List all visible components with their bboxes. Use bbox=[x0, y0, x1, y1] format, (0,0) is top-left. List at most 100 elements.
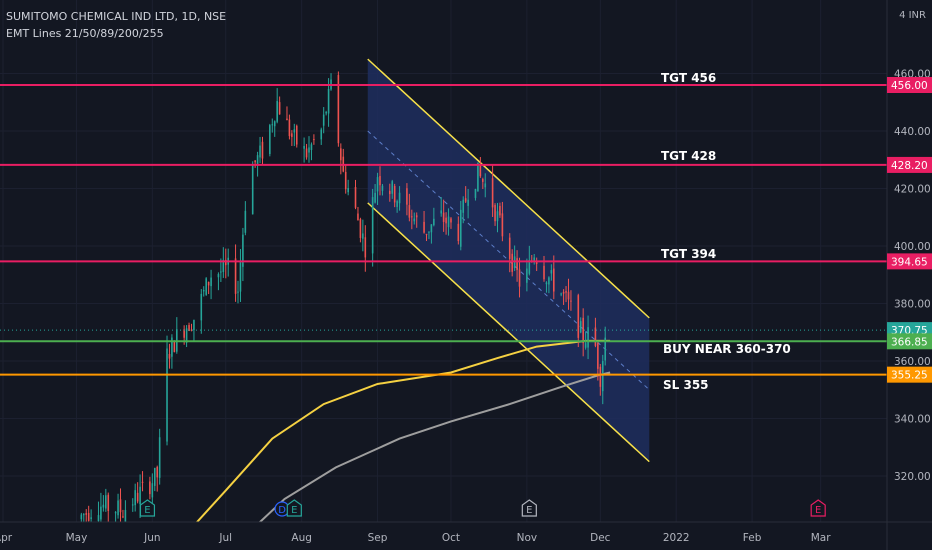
candle-body bbox=[550, 270, 553, 274]
candle-body bbox=[570, 300, 572, 302]
candle-body bbox=[450, 218, 452, 223]
candle-body bbox=[543, 265, 545, 280]
candle-body bbox=[288, 119, 291, 137]
horizontal-levels[interactable] bbox=[0, 84, 887, 376]
annotation-tgt-394: TGT 394 bbox=[661, 247, 716, 261]
candle-body bbox=[224, 259, 227, 266]
candle-body bbox=[482, 179, 484, 182]
candle-body bbox=[567, 291, 570, 300]
candle-body bbox=[97, 515, 100, 522]
candle-body bbox=[511, 253, 513, 272]
annotation-tgt-428: TGT 428 bbox=[661, 149, 716, 163]
candle-body bbox=[151, 483, 154, 498]
candle-body bbox=[491, 178, 494, 208]
ema-lines bbox=[185, 339, 611, 535]
candle-body bbox=[433, 218, 435, 226]
candle-body bbox=[560, 293, 562, 295]
candle-body bbox=[516, 258, 518, 271]
candle-body bbox=[562, 291, 565, 294]
candle-body bbox=[149, 481, 151, 495]
ema-line-1 bbox=[247, 371, 611, 535]
channel-lower-line bbox=[367, 202, 650, 463]
x-tick-label: Jun bbox=[143, 532, 160, 544]
candle-body bbox=[207, 281, 210, 286]
candle-body bbox=[601, 361, 604, 392]
candle-body bbox=[565, 291, 567, 293]
channel-fill bbox=[367, 59, 650, 462]
candle-body bbox=[107, 494, 110, 511]
x-tick-label: Jul bbox=[218, 532, 232, 544]
candle-body bbox=[119, 499, 122, 513]
price-tag-label: 366.85 bbox=[891, 336, 928, 348]
candle-body bbox=[156, 466, 159, 478]
candle-body bbox=[374, 192, 376, 203]
price-tag-label: 428.20 bbox=[891, 160, 928, 172]
candle-body bbox=[217, 274, 220, 278]
candle-body bbox=[548, 277, 550, 285]
time-axis-bg bbox=[0, 522, 932, 550]
candle-body bbox=[604, 337, 607, 361]
candle-body bbox=[102, 504, 105, 508]
candle-body bbox=[327, 88, 330, 114]
annotation-buy: BUY NEAR 360-370 bbox=[663, 342, 791, 356]
candle-body bbox=[82, 514, 85, 516]
candle-body bbox=[100, 506, 102, 520]
candle-body bbox=[518, 269, 521, 287]
candle-body bbox=[90, 517, 92, 519]
candle-body bbox=[430, 224, 433, 233]
candle-body bbox=[153, 467, 156, 486]
candle-body bbox=[376, 177, 379, 192]
candle-body bbox=[347, 187, 349, 193]
candle-body bbox=[168, 353, 171, 359]
candle-body bbox=[173, 341, 176, 353]
y-tick-label: 360.00 bbox=[894, 356, 931, 368]
candle-body bbox=[477, 162, 479, 192]
x-tick-label: Nov bbox=[517, 532, 538, 544]
candle-body bbox=[105, 495, 107, 509]
candle-body bbox=[124, 510, 127, 523]
candle-body bbox=[202, 290, 205, 292]
candle-body bbox=[273, 121, 276, 127]
candle-body bbox=[325, 112, 327, 114]
candle-body bbox=[398, 192, 401, 204]
candle-body bbox=[303, 145, 305, 149]
candle-body bbox=[117, 500, 119, 516]
candle-body bbox=[391, 181, 394, 194]
price-tag-label: 355.25 bbox=[891, 370, 928, 382]
x-tick-label: Oct bbox=[442, 532, 460, 544]
x-tick-label: May bbox=[66, 532, 88, 544]
candle-body bbox=[210, 277, 212, 287]
y-tick-label: 440.00 bbox=[894, 126, 931, 138]
candle-body bbox=[440, 210, 442, 214]
ema-line-0 bbox=[185, 339, 611, 535]
candle-body bbox=[464, 198, 467, 202]
x-tick-label: Dec bbox=[590, 532, 611, 544]
candle-body bbox=[320, 129, 323, 140]
candle-body bbox=[413, 218, 416, 222]
x-tick-label: 2022 bbox=[663, 532, 690, 544]
price-channel bbox=[367, 58, 650, 463]
candle-body bbox=[242, 234, 244, 267]
event-letter-2: E bbox=[291, 505, 297, 516]
candle-body bbox=[141, 481, 144, 483]
candle-body bbox=[188, 325, 190, 332]
candle-body bbox=[337, 75, 340, 144]
candle-body bbox=[193, 319, 195, 331]
candle-body bbox=[359, 219, 362, 238]
indicator-legend[interactable]: EMT Lines 21/50/89/200/255 bbox=[6, 27, 164, 40]
candle-body bbox=[553, 268, 555, 292]
candle-body bbox=[415, 215, 418, 218]
candle-body bbox=[587, 327, 589, 348]
candle-body bbox=[254, 160, 256, 163]
candle-body bbox=[462, 199, 465, 213]
candle-body bbox=[499, 205, 501, 216]
candle-body bbox=[261, 141, 264, 159]
event-marker-0 bbox=[139, 499, 156, 517]
candle-body bbox=[183, 329, 185, 338]
price-tag-label: 394.65 bbox=[891, 256, 928, 268]
candle-body bbox=[393, 185, 396, 203]
candle-body bbox=[122, 516, 124, 518]
